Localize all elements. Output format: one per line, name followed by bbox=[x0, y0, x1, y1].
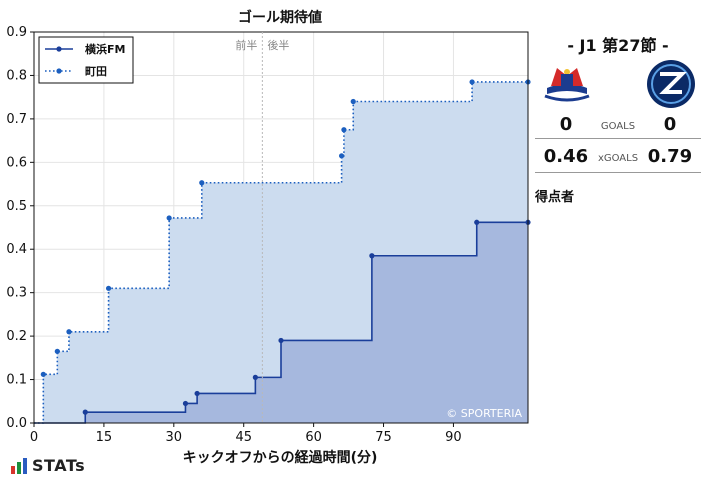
data-point bbox=[82, 409, 88, 415]
y-tick-label: 0.2 bbox=[6, 329, 27, 344]
home-xg: 0.46 bbox=[543, 146, 589, 167]
y-tick-label: 0.1 bbox=[6, 373, 27, 388]
area-fills bbox=[34, 81, 528, 423]
data-point bbox=[166, 215, 172, 221]
plot-frame bbox=[33, 31, 529, 424]
legend: 横浜FM 町田 bbox=[38, 36, 134, 84]
data-point bbox=[338, 153, 345, 159]
x-axis-title: キックオフからの経過時間(分) bbox=[183, 449, 378, 466]
legend-label: 横浜FM bbox=[85, 42, 125, 56]
data-point bbox=[40, 371, 46, 377]
data-point bbox=[105, 285, 112, 291]
scorers-label: 得点者 bbox=[535, 190, 575, 205]
series-line-1 bbox=[34, 81, 528, 424]
second-half-label: 後半 bbox=[267, 38, 289, 52]
x-tick-label: 0 bbox=[30, 430, 38, 445]
y-tick-label: 0.6 bbox=[6, 155, 27, 170]
goals-label: GOALS bbox=[600, 121, 636, 132]
data-point bbox=[66, 329, 72, 335]
machida-zelvia-crest-icon bbox=[647, 60, 695, 108]
data-point bbox=[199, 180, 205, 186]
home-goals: 0 bbox=[559, 114, 573, 135]
x-tick-label: 15 bbox=[96, 430, 113, 445]
series-line-0 bbox=[34, 221, 528, 424]
watermark: © SPORTERIA bbox=[446, 407, 522, 420]
data-point bbox=[182, 400, 189, 407]
legend-marker bbox=[56, 46, 62, 52]
legend-box bbox=[38, 36, 134, 84]
yokohama-fm-crest-icon bbox=[544, 68, 590, 102]
data-point bbox=[341, 127, 347, 133]
data-point bbox=[369, 253, 375, 259]
y-tick-label: 0.5 bbox=[6, 199, 27, 214]
match-title: - J1 第27節 - bbox=[567, 36, 669, 55]
axes: 0 15 30 45 60 75 90 0.0 0.1 0.2 0.3 0.4 0.5 0.6 0.7 0.8… bbox=[6, 25, 529, 445]
y-tick-label: 0.7 bbox=[6, 112, 27, 127]
xg-label: xGOALS bbox=[597, 153, 639, 164]
brand-name: STATs bbox=[32, 456, 86, 475]
away-goals: 0 bbox=[663, 114, 677, 135]
bar-chart-icon bbox=[11, 458, 27, 474]
y-tick-label: 0.8 bbox=[6, 68, 27, 83]
y-tick-label: 0.4 bbox=[6, 242, 27, 257]
x-tick-label: 45 bbox=[235, 430, 252, 445]
x-tick-label: 30 bbox=[166, 430, 183, 445]
y-tick-label: 0.0 bbox=[6, 416, 27, 431]
data-point bbox=[474, 219, 480, 225]
away-xg: 0.79 bbox=[647, 146, 693, 167]
x-tick-label: 60 bbox=[305, 430, 322, 445]
chart-title: ゴール期待値 bbox=[238, 9, 322, 26]
half-time-marker: 前半 後半 bbox=[235, 32, 289, 423]
y-tick-label: 0.9 bbox=[6, 25, 27, 40]
goals-row: 0 GOALS 0 bbox=[535, 114, 701, 139]
data-point bbox=[252, 374, 258, 380]
data-point bbox=[194, 390, 200, 397]
area-fill-0 bbox=[34, 222, 528, 423]
xg-row: 0.46 xGOALS 0.79 bbox=[535, 146, 701, 173]
data-point bbox=[469, 79, 475, 85]
legend-label: 町田 bbox=[85, 65, 107, 78]
data-point bbox=[278, 337, 284, 344]
first-half-label: 前半 bbox=[235, 38, 257, 52]
data-point bbox=[350, 98, 356, 105]
x-tick-label: 75 bbox=[375, 430, 392, 445]
legend-marker bbox=[56, 68, 62, 74]
data-point bbox=[54, 348, 60, 354]
x-tick-label: 90 bbox=[445, 430, 462, 445]
y-tick-label: 0.3 bbox=[6, 286, 27, 301]
match-panel: - J1 第27節 - 0 GOALS 0 0.46 xGOALS 0.79 得… bbox=[533, 24, 703, 224]
